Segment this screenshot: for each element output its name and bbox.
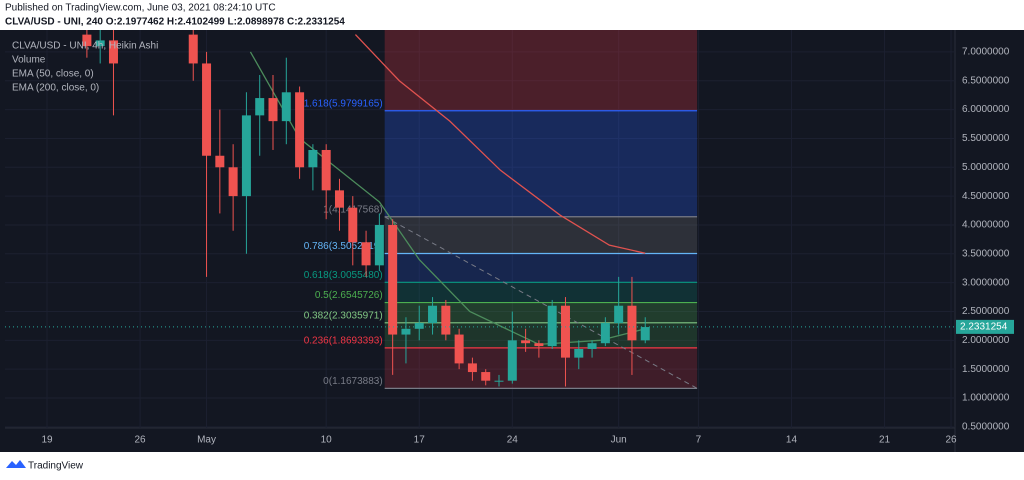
- y-tick-label: 3.0000000: [962, 277, 1010, 288]
- y-tick-label: 4.5000000: [962, 191, 1010, 202]
- y-tick-label: 2.5000000: [962, 306, 1010, 317]
- fib-label: 1.618(5.9799165): [304, 98, 383, 109]
- candle-body: [202, 63, 212, 156]
- candle-body: [414, 323, 424, 329]
- candle-body: [255, 98, 265, 116]
- candle-body: [295, 92, 305, 168]
- fib-zone: [384, 253, 698, 283]
- x-tick-label: 17: [414, 435, 426, 446]
- fib-label: 0(1.1673883): [323, 376, 383, 387]
- ohlc: CLVA/USD - UNI, 240 O:2.1977462 H:2.4102…: [5, 17, 345, 28]
- y-tick-label: 5.0000000: [962, 162, 1010, 173]
- candle-body: [600, 323, 610, 344]
- logo-icon: [6, 460, 26, 468]
- candle-body: [281, 92, 291, 122]
- last-price-label: 2.2331254: [960, 322, 1008, 333]
- candle-body: [614, 305, 624, 324]
- candle-body: [95, 40, 105, 47]
- fib-label: 0.5(2.6545726): [315, 290, 383, 301]
- candle-body: [627, 305, 637, 341]
- candle-body: [108, 40, 118, 64]
- y-tick-label: 6.0000000: [962, 104, 1010, 115]
- candle-body: [321, 149, 331, 191]
- candle-body: [401, 328, 411, 335]
- fib-zone: [384, 30, 698, 111]
- candle-body: [361, 242, 371, 266]
- fib-label: 0.786(3.5052419): [304, 241, 383, 252]
- y-tick-label: 0.5000000: [962, 421, 1010, 432]
- candle-body: [481, 372, 491, 381]
- candle-body: [334, 190, 344, 208]
- trend-line: [384, 216, 698, 389]
- legend-entry: EMA (50, close, 0): [12, 69, 94, 80]
- candle-body: [547, 305, 557, 347]
- fib-label: 0.236(1.8693393): [304, 336, 383, 347]
- candle-body: [494, 380, 504, 382]
- footer-bg: [0, 452, 1024, 480]
- legend-entry: Volume: [12, 55, 46, 66]
- footer-brand: TradingView: [28, 461, 84, 472]
- candle-body: [388, 224, 398, 335]
- legend-entry: CLVA/USD - UNI, 4h, Heikin Ashi: [12, 41, 158, 52]
- candle-body: [587, 343, 597, 349]
- x-tick-label: 26: [135, 435, 147, 446]
- y-tick-label: 6.5000000: [962, 75, 1010, 86]
- candle-body: [507, 340, 517, 381]
- x-tick-label: 21: [879, 435, 891, 446]
- published: Published on TradingView.com, June 03, 2…: [5, 3, 276, 14]
- candle-body: [268, 98, 278, 122]
- last-price-tag: [956, 319, 1014, 334]
- header-bg: [0, 0, 1024, 30]
- candle-body: [374, 224, 384, 266]
- x-tick-label: 19: [41, 435, 53, 446]
- fib-zone: [384, 347, 698, 389]
- candle-body: [521, 340, 531, 344]
- candle-body: [228, 167, 238, 197]
- candle-body: [241, 115, 251, 197]
- candle-body: [215, 155, 225, 168]
- fib-zone: [384, 110, 698, 217]
- candle-body: [308, 149, 318, 168]
- candle-body: [640, 327, 650, 341]
- legend-entry: EMA (200, close, 0): [12, 83, 99, 94]
- fib-zone: [384, 216, 698, 254]
- x-tick-label: 24: [507, 435, 519, 446]
- candle-body: [454, 334, 464, 364]
- fib-label: 0.618(3.0055480): [304, 270, 383, 281]
- x-tick-label: 14: [786, 435, 798, 446]
- y-tick-label: 1.0000000: [962, 393, 1010, 404]
- candle-body: [560, 305, 570, 358]
- y-tick-label: 2.0000000: [962, 335, 1010, 346]
- candle-body: [428, 305, 438, 324]
- candle-body: [188, 34, 198, 64]
- candle-body: [82, 34, 92, 47]
- y-tick-label: 5.5000000: [962, 133, 1010, 144]
- x-tick-label: Jun: [611, 435, 627, 446]
- candle-body: [441, 305, 451, 335]
- candle-body: [467, 363, 477, 373]
- x-tick-label: May: [197, 435, 216, 446]
- candle-body: [574, 348, 584, 358]
- x-tick-label: 10: [321, 435, 333, 446]
- x-tick-label: 7: [696, 435, 702, 446]
- y-tick-label: 7.0000000: [962, 47, 1010, 58]
- y-tick-label: 3.5000000: [962, 248, 1010, 259]
- fib-zone: [384, 282, 698, 303]
- candle-body: [348, 207, 358, 243]
- y-tick-label: 4.0000000: [962, 220, 1010, 231]
- candle-body: [534, 343, 544, 347]
- ema-line: [354, 34, 646, 254]
- fib-label: 0.382(2.3035971): [304, 310, 383, 321]
- y-tick-label: 1.5000000: [962, 364, 1010, 375]
- x-tick-label: 26: [945, 435, 957, 446]
